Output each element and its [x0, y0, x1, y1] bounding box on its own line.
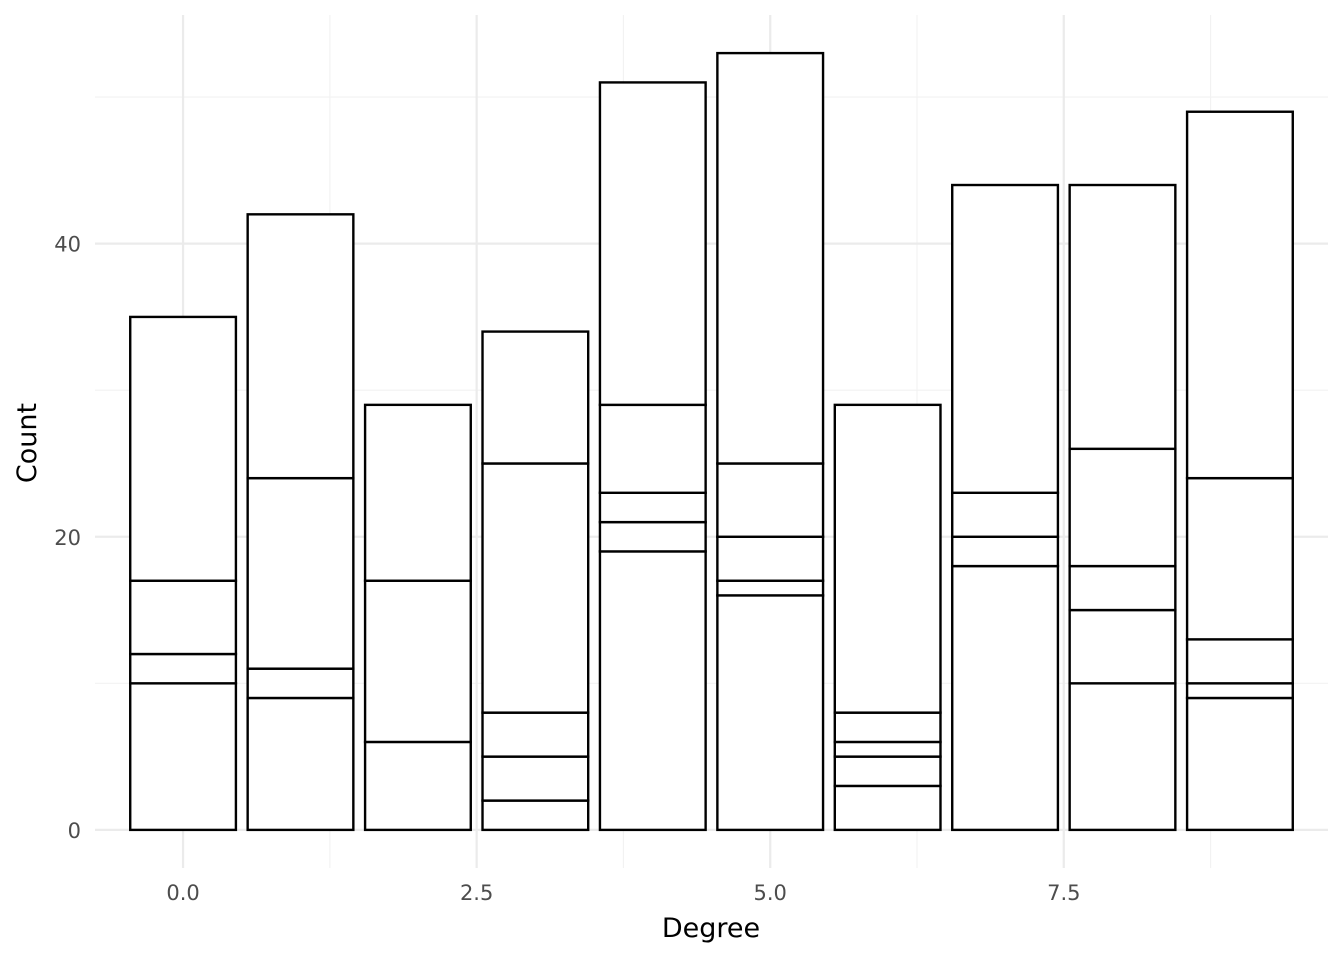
x-axis-tick-labels: 0.0 2.5 5.0 7.5 — [166, 881, 1080, 905]
y-axis-tick-labels: 0 20 40 — [54, 233, 81, 843]
bar-2 — [363, 403, 472, 832]
bar-segment — [716, 462, 825, 538]
bar-segment — [481, 462, 590, 714]
bar-segment — [598, 491, 707, 524]
bar-6 — [833, 403, 942, 832]
x-tick-label: 5.0 — [754, 881, 787, 905]
bar-segment — [716, 51, 825, 465]
bar-segment — [1068, 183, 1177, 451]
bar-segment — [129, 652, 238, 685]
bar-segment — [833, 784, 942, 832]
bar-0 — [129, 315, 238, 832]
bar-segment — [833, 740, 942, 758]
bar-segment — [1185, 696, 1294, 832]
bar-segment — [481, 755, 590, 802]
bar-segment — [129, 682, 238, 832]
bar-8 — [1068, 183, 1177, 832]
bar-segment — [951, 535, 1060, 568]
bar-segment — [246, 476, 355, 670]
y-tick-label: 40 — [54, 233, 81, 257]
bar-segment — [246, 667, 355, 700]
bar-segment — [481, 711, 590, 758]
bar-segment — [481, 799, 590, 832]
bar-7 — [951, 183, 1060, 832]
bar-segment — [598, 403, 707, 494]
bar-1 — [246, 213, 355, 832]
bar-segment — [951, 183, 1060, 494]
bar-segment — [598, 520, 707, 553]
bar-segment — [951, 564, 1060, 832]
bar-segment — [246, 696, 355, 832]
bar-segment — [129, 579, 238, 656]
bar-segment — [129, 315, 238, 582]
y-axis-title: Count — [12, 403, 43, 483]
bar-segment — [481, 330, 590, 465]
bar-segment — [1068, 608, 1177, 685]
bar-segment — [833, 711, 942, 744]
bar-segment — [951, 491, 1060, 538]
y-tick-label: 0 — [68, 819, 81, 843]
bar-segment — [716, 535, 825, 582]
bar-4 — [598, 81, 707, 832]
x-tick-label: 2.5 — [460, 881, 493, 905]
x-tick-label: 0.0 — [166, 881, 199, 905]
bar-segment — [363, 579, 472, 744]
bar-segment — [598, 81, 707, 407]
bar-5 — [716, 51, 825, 832]
bar-segment — [363, 740, 472, 832]
bars — [129, 51, 1294, 832]
bar-9 — [1185, 110, 1294, 832]
y-tick-label: 20 — [54, 526, 81, 550]
bar-segment — [716, 579, 825, 597]
bar-segment — [1068, 564, 1177, 612]
bar-segment — [716, 594, 825, 832]
bar-segment — [1185, 682, 1294, 700]
bar-segment — [246, 213, 355, 480]
bar-segment — [1185, 110, 1294, 480]
bar-segment — [1068, 682, 1177, 832]
x-axis-title: Degree — [662, 913, 760, 944]
bar-segment — [1185, 638, 1294, 685]
bar-segment — [833, 755, 942, 788]
bar-segment — [598, 550, 707, 832]
bar-segment — [1185, 476, 1294, 641]
bar-segment — [1068, 447, 1177, 568]
bar-3 — [481, 330, 590, 832]
bar-segment — [363, 403, 472, 582]
x-tick-label: 7.5 — [1047, 881, 1080, 905]
bar-segment — [833, 403, 942, 714]
